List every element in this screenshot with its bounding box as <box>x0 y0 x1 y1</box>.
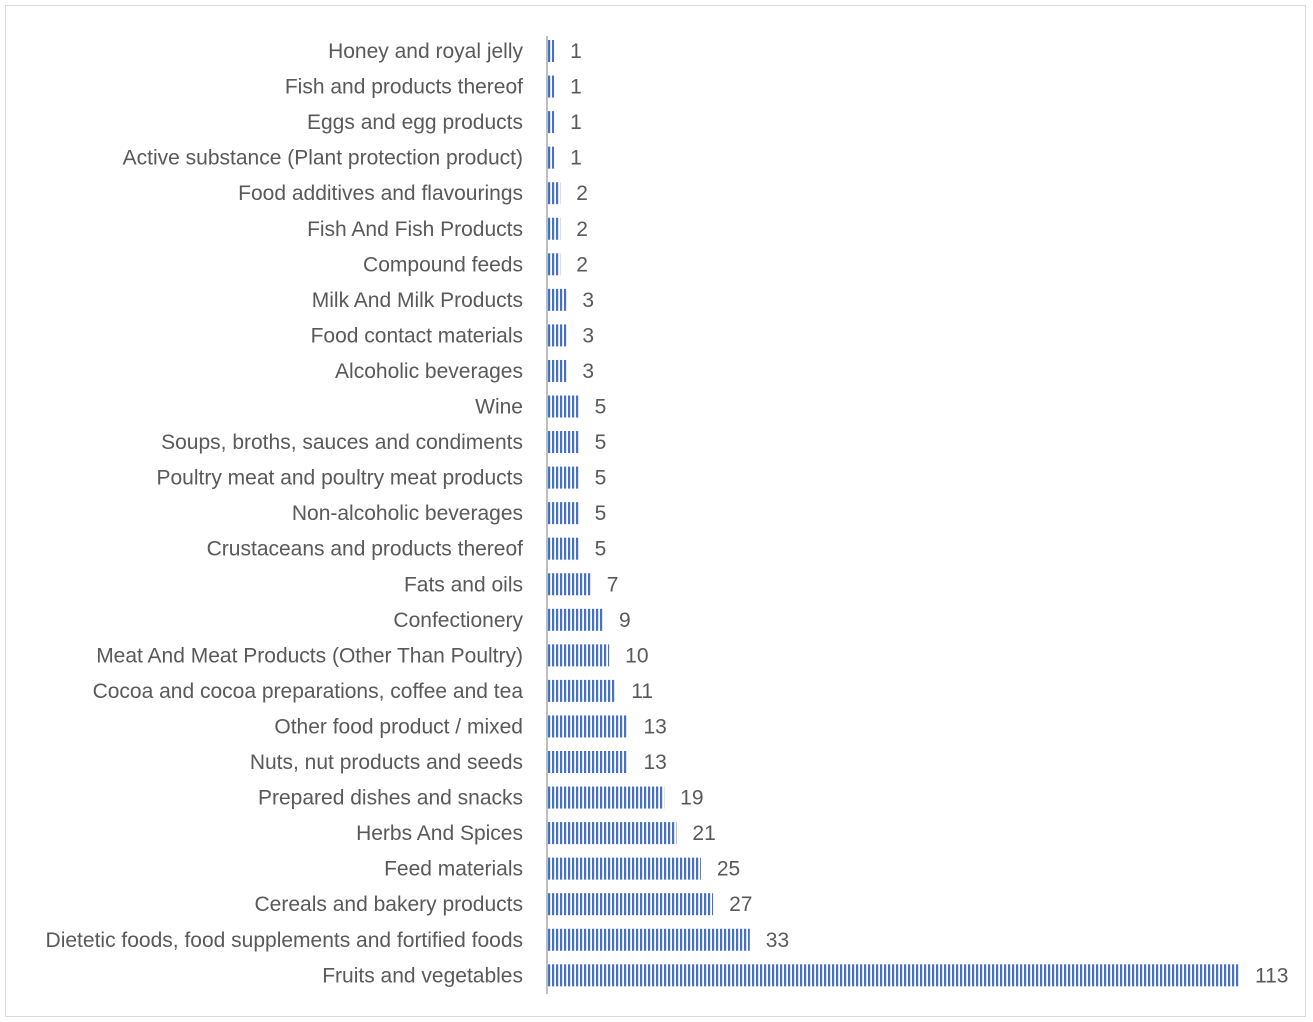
category-label-alcoholic-beverages: Alcoholic beverages <box>335 360 523 383</box>
bar-prepared-dishes-and-snacks <box>548 786 665 809</box>
bar-herbs-and-spices <box>548 822 677 845</box>
category-label-food-additives-and-flavourings: Food additives and flavourings <box>238 182 523 205</box>
value-label-honey-and-royal-jelly: 1 <box>570 40 582 63</box>
value-label-fish-and-fish-products: 2 <box>576 218 588 241</box>
bar-dietetic-foods-food-supplements-and-fortified-foods <box>548 928 750 951</box>
category-label-fruits-and-vegetables: Fruits and vegetables <box>322 964 523 987</box>
bar-feed-materials <box>548 857 701 880</box>
bar-cereals-and-bakery-products <box>548 893 714 916</box>
bar-nuts-nut-products-and-seeds <box>548 751 628 773</box>
bar-soups-broths-sauces-and-condiments <box>548 431 579 454</box>
bar-confectionery <box>548 608 604 631</box>
bar-non-alcoholic-beverages <box>548 502 579 525</box>
chart-frame <box>5 5 1306 1017</box>
bar-fruits-and-vegetables <box>548 964 1239 987</box>
bar-poultry-meat-and-poultry-meat-products <box>548 466 579 489</box>
category-label-eggs-and-egg-products: Eggs and egg products <box>307 111 523 134</box>
category-label-poultry-meat-and-poultry-meat-products: Poultry meat and poultry meat products <box>156 467 523 490</box>
category-label-fish-and-products-thereof: Fish and products thereof <box>285 76 523 99</box>
bar-milk-and-milk-products <box>548 288 567 311</box>
value-label-feed-materials: 25 <box>717 858 740 881</box>
value-label-prepared-dishes-and-snacks: 19 <box>680 787 703 810</box>
category-label-herbs-and-spices: Herbs And Spices <box>356 822 523 845</box>
category-label-milk-and-milk-products: Milk And Milk Products <box>312 289 523 312</box>
value-label-confectionery: 9 <box>619 609 631 632</box>
bar-compound-feeds <box>548 253 561 276</box>
value-label-dietetic-foods-food-supplements-and-fortified-foods: 33 <box>766 929 789 952</box>
bar-fats-and-oils <box>548 573 591 596</box>
value-label-cereals-and-bakery-products: 27 <box>729 893 752 916</box>
value-label-fruits-and-vegetables: 113 <box>1255 964 1288 987</box>
value-label-other-food-product-mixed: 13 <box>643 715 666 738</box>
category-label-honey-and-royal-jelly: Honey and royal jelly <box>328 40 523 63</box>
category-labels: Honey and royal jelly Fish and products t… <box>46 40 524 987</box>
category-label-prepared-dishes-and-snacks: Prepared dishes and snacks <box>258 787 523 810</box>
value-label-active-substance-plant-protection-product: 1 <box>570 147 582 170</box>
bar-meat-and-meat-products-other-than-poultry <box>548 644 610 667</box>
category-label-compound-feeds: Compound feeds <box>363 253 523 276</box>
value-label-milk-and-milk-products: 3 <box>582 289 594 312</box>
value-label-herbs-and-spices: 21 <box>692 822 715 845</box>
bar-food-contact-materials <box>548 324 567 347</box>
value-label-cocoa-and-cocoa-preparations-coffee-and-tea: 11 <box>631 680 653 703</box>
value-label-alcoholic-beverages: 3 <box>582 360 594 383</box>
category-label-cocoa-and-cocoa-preparations-coffee-and-tea: Cocoa and cocoa preparations, coffee and… <box>93 680 524 703</box>
category-label-crustaceans-and-products-thereof: Crustaceans and products thereof <box>207 538 524 561</box>
bar-wine <box>548 395 579 418</box>
bar-food-additives-and-flavourings <box>548 182 561 205</box>
category-label-other-food-product-mixed: Other food product / mixed <box>274 715 523 738</box>
value-label-wine: 5 <box>595 396 607 419</box>
category-label-dietetic-foods-food-supplements-and-fortified-foods: Dietetic foods, food supplements and for… <box>46 929 523 952</box>
value-label-nuts-nut-products-and-seeds: 13 <box>643 751 666 774</box>
bar-alcoholic-beverages <box>548 359 567 382</box>
value-label-compound-feeds: 2 <box>576 253 588 276</box>
bar-active-substance-plant-protection-product <box>548 146 555 169</box>
bar-fish-and-products-thereof <box>548 75 555 98</box>
bar-honey-and-royal-jelly <box>548 40 555 62</box>
category-label-wine: Wine <box>475 396 523 419</box>
category-label-feed-materials: Feed materials <box>384 858 523 881</box>
category-label-fish-and-fish-products: Fish And Fish Products <box>307 218 523 241</box>
value-label-soups-broths-sauces-and-condiments: 5 <box>595 431 607 454</box>
value-label-meat-and-meat-products-other-than-poultry: 10 <box>625 644 648 667</box>
category-label-fats-and-oils: Fats and oils <box>404 573 523 596</box>
bar-crustaceans-and-products-thereof <box>548 537 579 560</box>
value-label-food-additives-and-flavourings: 2 <box>576 182 588 205</box>
bars-group <box>548 40 1239 987</box>
category-label-food-contact-materials: Food contact materials <box>311 324 523 347</box>
bar-fish-and-fish-products <box>548 217 561 240</box>
value-label-fish-and-products-thereof: 1 <box>570 76 582 99</box>
category-label-meat-and-meat-products-other-than-poultry: Meat And Meat Products (Other Than Poult… <box>96 644 523 667</box>
value-label-crustaceans-and-products-thereof: 5 <box>595 538 607 561</box>
bar-cocoa-and-cocoa-preparations-coffee-and-tea <box>548 679 616 702</box>
category-label-soups-broths-sauces-and-condiments: Soups, broths, sauces and condiments <box>161 431 523 454</box>
value-label-non-alcoholic-beverages: 5 <box>595 502 607 525</box>
bar-other-food-product-mixed <box>548 715 628 738</box>
category-label-cereals-and-bakery-products: Cereals and bakery products <box>255 893 523 916</box>
category-label-active-substance-plant-protection-product: Active substance (Plant protection produ… <box>123 147 523 170</box>
bar-eggs-and-egg-products <box>548 111 555 134</box>
category-label-confectionery: Confectionery <box>393 609 523 632</box>
category-label-non-alcoholic-beverages: Non-alcoholic beverages <box>292 502 523 525</box>
category-label-nuts-nut-products-and-seeds: Nuts, nut products and seeds <box>250 751 523 774</box>
value-label-food-contact-materials: 3 <box>582 324 594 347</box>
value-label-poultry-meat-and-poultry-meat-products: 5 <box>595 467 607 490</box>
value-label-fats-and-oils: 7 <box>607 573 619 596</box>
value-label-eggs-and-egg-products: 1 <box>570 111 582 134</box>
